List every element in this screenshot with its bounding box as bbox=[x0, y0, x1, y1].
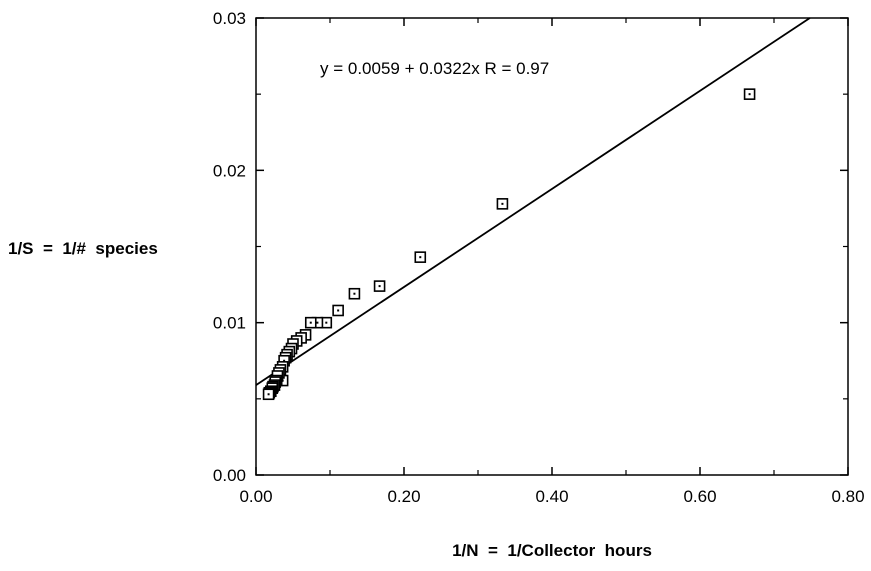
data-point-dot bbox=[353, 292, 356, 295]
data-point-dot bbox=[501, 202, 504, 205]
data-point bbox=[373, 280, 386, 292]
x-tick-label: 0.40 bbox=[535, 487, 568, 506]
data-point-dot bbox=[325, 321, 328, 324]
regression-annotation: y = 0.0059 + 0.0322x R = 0.97 bbox=[320, 59, 549, 78]
y-tick-label: 0.02 bbox=[213, 161, 246, 180]
data-point bbox=[332, 304, 344, 317]
data-point-dot bbox=[283, 359, 286, 362]
y-tick-label: 0.01 bbox=[213, 314, 246, 333]
data-point-dot bbox=[378, 285, 381, 288]
plot-frame bbox=[255, 17, 849, 476]
data-point bbox=[743, 88, 756, 100]
data-point-dot bbox=[316, 321, 319, 324]
x-tick-label: 0.00 bbox=[239, 487, 272, 506]
data-point-dot bbox=[337, 309, 340, 312]
y-tick-label: 0.00 bbox=[213, 466, 246, 485]
y-axis-title: 1/S = 1/# species bbox=[8, 239, 158, 258]
x-axis-title: 1/N = 1/Collector hours bbox=[452, 541, 652, 560]
data-point bbox=[414, 251, 427, 263]
data-point-dot bbox=[309, 321, 312, 324]
data-point bbox=[304, 316, 317, 329]
data-point bbox=[348, 287, 361, 300]
x-tick-label: 0.80 bbox=[831, 487, 864, 506]
x-tick-label: 0.20 bbox=[387, 487, 420, 506]
data-point bbox=[262, 388, 275, 401]
data-point bbox=[496, 198, 509, 210]
data-point-dot bbox=[419, 256, 422, 259]
data-point-dot bbox=[748, 93, 751, 96]
data-point-dot bbox=[267, 393, 270, 396]
x-tick-label: 0.60 bbox=[683, 487, 716, 506]
y-tick-label: 0.03 bbox=[213, 9, 246, 28]
regression-line bbox=[255, 17, 811, 386]
